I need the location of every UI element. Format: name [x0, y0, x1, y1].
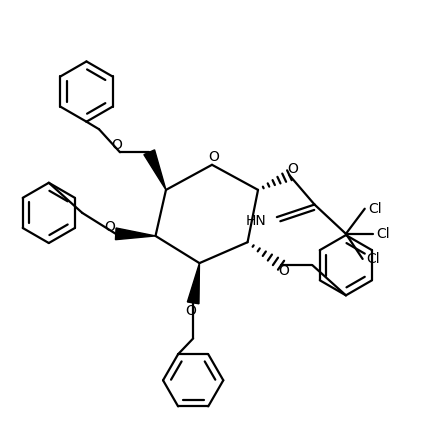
Text: Cl: Cl	[368, 202, 382, 216]
Text: O: O	[287, 162, 298, 176]
Text: O: O	[279, 264, 290, 279]
Polygon shape	[115, 228, 156, 240]
Text: Cl: Cl	[377, 227, 390, 241]
Text: Cl: Cl	[366, 252, 379, 266]
Text: HN: HN	[245, 214, 266, 228]
Text: O: O	[186, 304, 196, 318]
Text: O: O	[104, 220, 115, 234]
Text: O: O	[111, 138, 122, 152]
Polygon shape	[144, 150, 166, 190]
Polygon shape	[187, 263, 199, 304]
Text: O: O	[209, 150, 220, 164]
